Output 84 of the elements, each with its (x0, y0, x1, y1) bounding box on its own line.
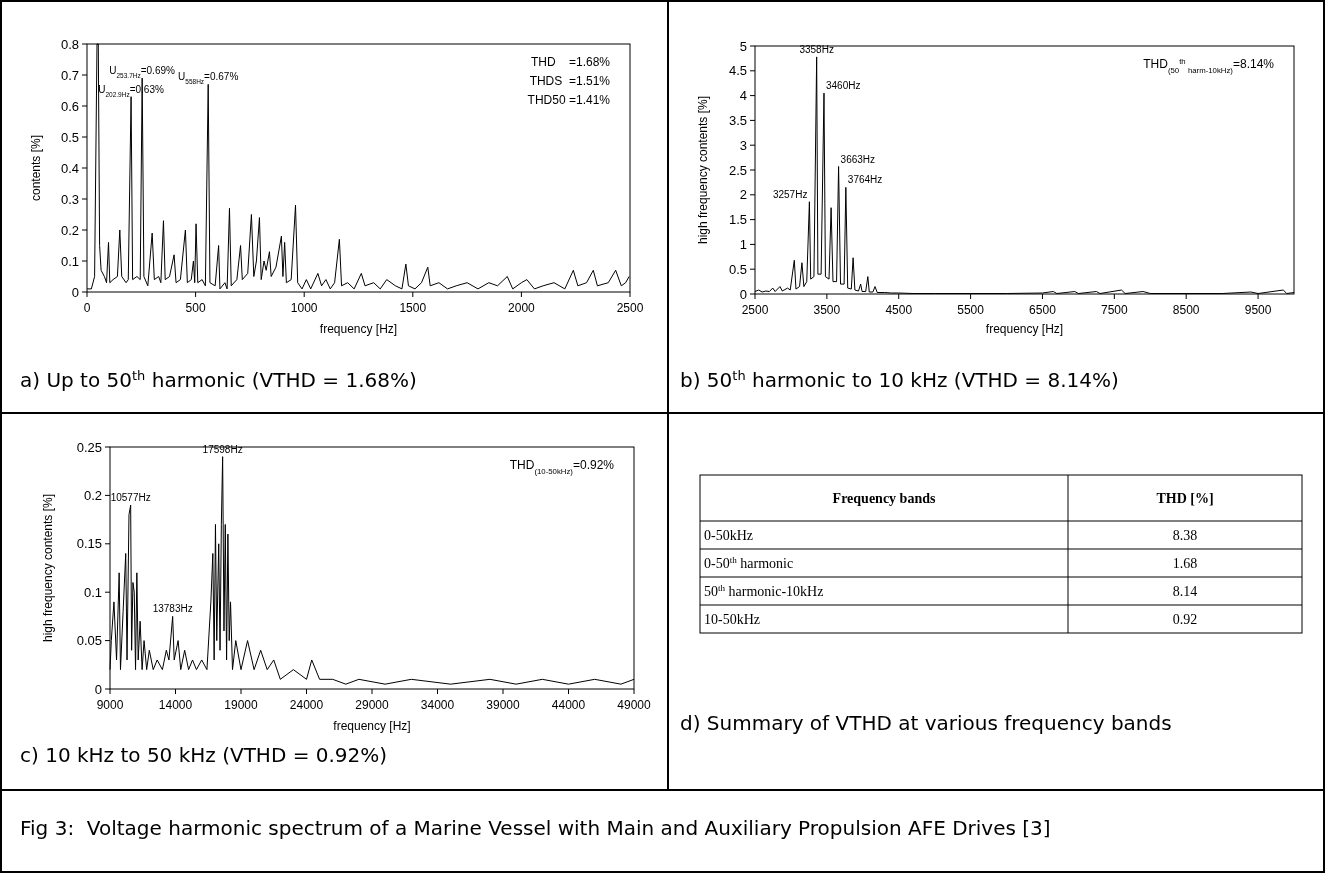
y-tick-label: 1.5 (728, 212, 747, 228)
data-label: 8.38 (1172, 528, 1198, 543)
x-axis-title: frequency [Hz] (985, 322, 1064, 336)
y-tick-label: 0.5 (60, 129, 79, 145)
annotation: 13783Hz (152, 603, 193, 615)
y-tick-label: 0.5 (728, 261, 747, 277)
y-tick-label: 0 (71, 284, 79, 300)
text: THD [%] (1156, 491, 1214, 506)
data-label: 8.14 (1172, 584, 1198, 599)
category-label: 0-50$^{th}$ harmonic (704, 555, 794, 571)
data-label: 0.92 (1172, 612, 1198, 627)
y-tick-label: 3.5 (728, 112, 747, 128)
y-tick-label: 0.1 (60, 253, 79, 269)
y-tick-label: 2.5 (728, 162, 747, 178)
y-tick-label: 2 (739, 187, 747, 203)
annotation: U$_{253.7Hz}$=0.69% (109, 65, 176, 79)
x-tick-label: 14000 (158, 698, 193, 712)
y-tick-label: 0.3 (60, 191, 79, 207)
y-tick-label: 0.2 (83, 487, 102, 503)
x-tick-label: 5500 (957, 303, 985, 317)
x-tick-label: 6500 (1029, 303, 1057, 317)
x-tick-label: 29000 (355, 698, 390, 712)
x-tick-label: 39000 (486, 698, 521, 712)
annotation: U$_{558Hz}$=0.67% (178, 71, 239, 85)
y-tick-label: 3 (739, 137, 747, 153)
category-label: 0-50kHz (704, 528, 753, 543)
text: Frequency bands (832, 491, 936, 506)
x-tick-label: 34000 (420, 698, 455, 712)
annotation: 3663Hz (840, 153, 876, 165)
y-tick-label: 0.1 (83, 584, 102, 600)
text: b) 50$^{th}$ harmonic to 10 kHz (VTHD = 8.14%) (680, 367, 1119, 392)
annotation: 3460Hz (825, 80, 861, 92)
y-tick-label: 0.7 (60, 67, 79, 83)
y-tick-label: 1 (739, 236, 747, 252)
x-axis-title: frequency [Hz] (333, 719, 411, 733)
x-tick-label: 19000 (224, 698, 259, 712)
y-axis-title: high frequency contents [%] (41, 493, 55, 643)
x-tick-label: 4500 (885, 303, 913, 317)
x-tick-label: 1500 (399, 301, 427, 315)
x-tick-label: 7500 (1100, 303, 1128, 317)
x-tick-label: 9500 (1244, 303, 1272, 317)
y-tick-label: 4.5 (728, 63, 747, 79)
annotation: THD =1.68% (530, 55, 611, 69)
x-tick-label: 49000 (617, 698, 652, 712)
x-tick-label: 1000 (290, 301, 318, 315)
text: d) Summary of VTHD at various frequency bands (680, 711, 1172, 735)
y-tick-label: 0.4 (60, 160, 79, 176)
annotation: THDS =1.51% (529, 74, 611, 88)
x-tick-label: 9000 (96, 698, 124, 712)
y-axis-title: contents [%] (29, 134, 43, 202)
y-tick-label: 5 (739, 38, 747, 54)
y-tick-label: 0.15 (76, 536, 102, 552)
annotation: 17598Hz (202, 443, 243, 455)
x-tick-label: 44000 (551, 698, 586, 712)
x-tick-label: 2500 (741, 303, 769, 317)
y-tick-label: 0 (94, 681, 102, 697)
y-tick-label: 0.6 (60, 98, 79, 114)
y-axis-title: high frequency contents [%] (696, 95, 710, 245)
category-label: 10-50kHz (704, 612, 760, 627)
x-tick-label: 2000 (508, 301, 536, 315)
y-tick-label: 0.2 (60, 222, 79, 238)
y-tick-label: 0.25 (76, 439, 102, 455)
x-tick-label: 2500 (616, 301, 644, 315)
y-tick-label: 4 (739, 88, 747, 104)
caption: Fig 3: Voltage harmonic spectrum of a Marine Vessel with Main and Auxiliary Propulsion AFE Drives [3] (20, 816, 1051, 840)
annotation: 3257Hz (772, 188, 808, 200)
x-tick-label: 500 (185, 301, 206, 315)
line-series (86, 43, 630, 290)
x-axis-title: frequency [Hz] (319, 322, 398, 336)
text: c) 10 kHz to 50 kHz (VTHD = 0.92%) (20, 743, 388, 767)
y-tick-label: 0.05 (76, 633, 102, 649)
text: a) Up to 50$^{th}$ harmonic (VTHD = 1.68%) (20, 367, 417, 392)
category-label: 50$^{th}$ harmonic-10kHz (704, 583, 824, 599)
x-tick-label: 3500 (813, 303, 841, 317)
x-tick-label: 24000 (289, 698, 324, 712)
y-tick-label: 0.8 (60, 36, 79, 52)
y-tick-label: 0 (739, 286, 747, 302)
annotation: THD$_{(10-50kHz)}$=0.92% (509, 458, 615, 476)
annotation: THD50 =1.41% (527, 93, 611, 107)
annotation: 10577Hz (110, 492, 151, 504)
annotation: 3764Hz (847, 174, 883, 186)
x-tick-label: 8500 (1172, 303, 1200, 317)
data-label: 1.68 (1172, 556, 1198, 571)
annotation: 3358Hz (799, 43, 834, 55)
